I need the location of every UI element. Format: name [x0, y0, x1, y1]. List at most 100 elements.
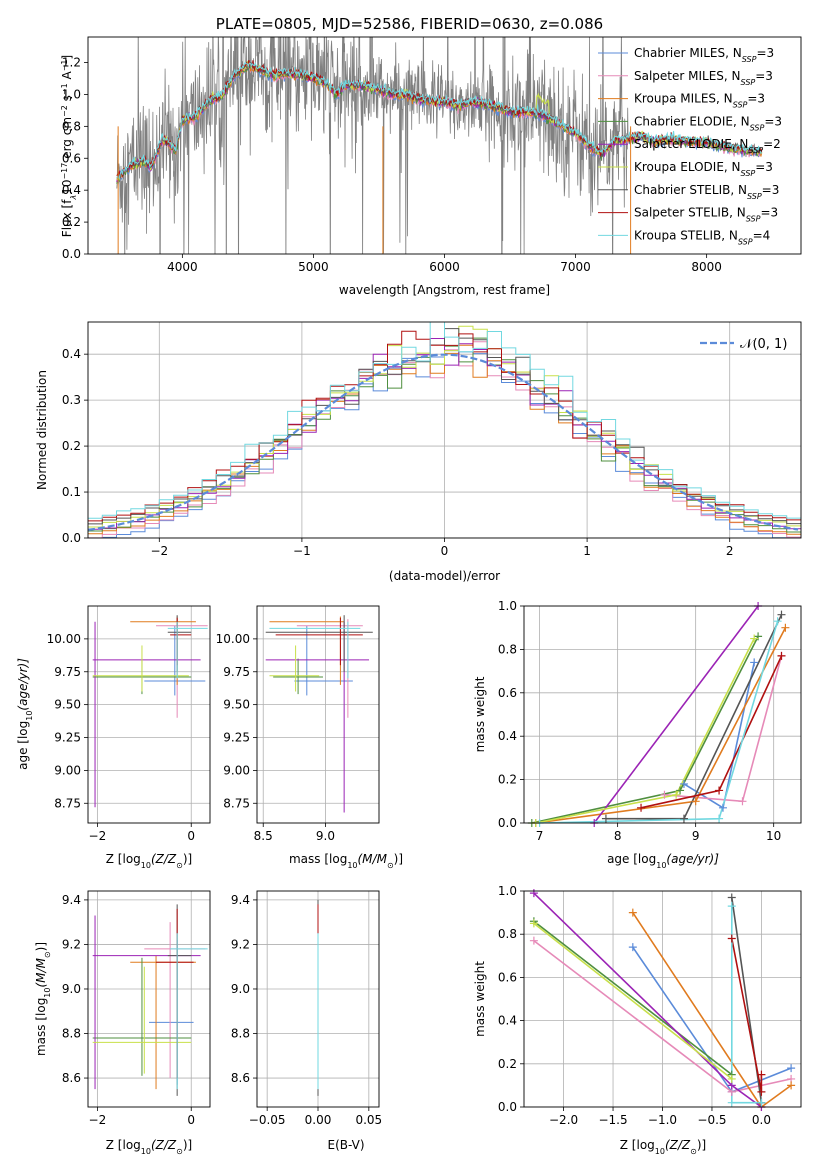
- ebv-x-label: E(B-V): [327, 1138, 364, 1152]
- weight-point-salpeter_stelib: [637, 803, 646, 812]
- y-tick-label: 8.75: [223, 796, 250, 810]
- weight-point-chabrier_miles: [679, 779, 688, 788]
- mass-vs-Z-x-label-part: (Z/Z: [151, 1138, 177, 1152]
- age-vs-mass-x-label-part: )]: [394, 852, 403, 866]
- legend-label-salpeter_elodie-part: =2: [763, 137, 781, 151]
- weight-vs-age-x-label-part: (age/yr)]: [666, 852, 719, 866]
- x-tick-label: 8: [614, 829, 622, 843]
- y-tick-label: 1.2: [62, 56, 81, 70]
- y-tick-label: 0.4: [498, 729, 517, 743]
- y-tick-label: 0.0: [498, 816, 517, 830]
- x-tick-label: 0.0: [752, 1113, 771, 1127]
- weight-point-salpeter_miles: [660, 790, 669, 799]
- x-tick-label: −2: [89, 1113, 107, 1127]
- spectrum-y-label-part: −1: [60, 83, 69, 95]
- age-vs-Z-x-label-part: (Z/Z: [151, 852, 177, 866]
- legend-label-kroupa_elodie-part: Kroupa ELODIE, N: [634, 160, 741, 174]
- legend-label-chabrier_elodie: Chabrier ELODIE, NSSP=3: [634, 114, 782, 131]
- weight-vs-Z-frame: [523, 890, 802, 1108]
- x-tick-label: −2.0: [549, 1113, 578, 1127]
- x-tick-label: −2: [89, 829, 107, 843]
- x-tick-label: 10: [766, 829, 781, 843]
- age-vs-Z-x-label-part: ⊙: [176, 861, 183, 870]
- x-tick-label: 4000: [167, 260, 198, 274]
- legend-label-kroupa_stelib: Kroupa STELIB, NSSP=4: [634, 228, 770, 246]
- weight-point-chabrier_miles: [718, 803, 727, 812]
- legend-label-chabrier_miles-part: =3: [756, 46, 774, 60]
- residual-histogram-kroupa_stelib: [88, 322, 801, 519]
- x-tick-label: −0.5: [697, 1113, 726, 1127]
- y-tick-label: 9.25: [223, 731, 250, 745]
- gaussian-legend-label: 𝒩(0, 1): [740, 337, 787, 352]
- weight-point-kroupa_stelib: [715, 814, 724, 823]
- mass-vs-Z-x-label-part: 10: [141, 1147, 151, 1156]
- legend-label-chabrier_miles-part: SSP: [742, 55, 757, 64]
- weight-vs-Z-x-label-part: (Z/Z: [665, 1138, 691, 1152]
- mass-vs-Z-x-label-part: Z [log: [106, 1138, 141, 1152]
- y-tick-label: 8.8: [62, 1027, 81, 1041]
- y-tick-label: 9.75: [223, 665, 250, 679]
- spectrum-y-label-part: ]: [60, 55, 74, 60]
- y-tick-label: 0.2: [498, 773, 517, 787]
- y-tick-label: 0.2: [62, 215, 81, 229]
- weight-vs-Z-x-label-part: 10: [655, 1147, 665, 1156]
- legend-label-salpeter_elodie-part: Salpeter ELODIE, N: [634, 137, 748, 151]
- age-vs-mass-frame: [256, 605, 380, 824]
- weight-vs-Z-x-label: Z [log10(Z/Z⊙)]: [620, 1138, 706, 1156]
- x-tick-label: −1: [293, 544, 311, 558]
- legend-label-kroupa_miles-part: =3: [747, 92, 765, 106]
- age-vs-Z-y-label-part: (age/yr)]: [16, 658, 30, 711]
- weight-point-kroupa_miles: [691, 797, 700, 806]
- weight-point-chabrier_elodie: [676, 786, 685, 795]
- x-tick-label: 9.0: [316, 829, 335, 843]
- age-vs-mass-x-label-part: 10: [347, 861, 357, 870]
- x-tick-label: 0: [441, 544, 449, 558]
- y-tick-label: 9.2: [231, 937, 250, 951]
- weight-line-salpeter_elodie: [593, 606, 759, 823]
- y-tick-label: 0.8: [498, 642, 517, 656]
- weight-line-kroupa_elodie: [533, 922, 733, 1080]
- age-vs-Z-plot-area: [88, 606, 210, 823]
- legend-label-salpeter_stelib-part: Salpeter STELIB, N: [634, 206, 746, 220]
- x-tick-label: 1: [583, 544, 591, 558]
- age-vs-Z-x-label-part: )]: [183, 852, 192, 866]
- weight-point-kroupa_stelib: [727, 1098, 736, 1107]
- y-tick-label: 0.2: [62, 439, 81, 453]
- y-tick-label: 1.0: [62, 87, 81, 101]
- weight-line-kroupa_miles: [632, 912, 792, 1107]
- residuals-frame: [87, 321, 802, 539]
- age-vs-Z-x-label: Z [log10(Z/Z⊙)]: [106, 852, 192, 870]
- legend-label-kroupa_stelib-part: SSP: [738, 237, 753, 246]
- x-tick-label: 9: [692, 829, 700, 843]
- y-tick-label: 0.0: [62, 247, 81, 261]
- mass-vs-Z-x-label-part: )]: [183, 1138, 192, 1152]
- age-vs-mass-axes: 8.5 9.0 8.75 9.00 9.25 9.50 9.75 10.00: [216, 605, 380, 843]
- weight-point-chabrier_stelib: [777, 610, 786, 619]
- weight-point-chabrier_miles: [787, 1064, 796, 1073]
- x-tick-label: 0.05: [355, 1113, 382, 1127]
- weight-vs-age-x-label-part: 10: [656, 861, 666, 870]
- spectrum-y-label-part: −1: [60, 59, 69, 71]
- mass-vs-EBV-axes: −0.05 0.00 0.05 8.6 8.8 9.0 9.2 9.4: [231, 890, 382, 1127]
- weight-point-chabrier_stelib: [601, 814, 610, 823]
- x-tick-label: 7000: [560, 260, 591, 274]
- mass-vs-Z-y-label-part: (M/M: [34, 957, 48, 987]
- x-tick-label: −1.5: [598, 1113, 627, 1127]
- weight-point-chabrier_elodie: [754, 632, 763, 641]
- legend-label-kroupa_elodie-part: SSP: [741, 169, 756, 178]
- weight-point-kroupa_elodie: [529, 919, 538, 928]
- weight-vs-age-x-label-part: age [log: [607, 852, 656, 866]
- y-tick-label: 0.4: [62, 183, 81, 197]
- y-tick-label: 9.50: [54, 698, 81, 712]
- legend-label-chabrier_miles: Chabrier MILES, NSSP=3: [634, 46, 774, 64]
- weight-vs-age-plot-area: [524, 606, 801, 823]
- residual-x-label: (data-model)/error: [389, 569, 500, 583]
- weight-point-kroupa_miles: [628, 908, 637, 917]
- spectrum-y-label-part: Flux [f: [60, 199, 74, 237]
- age-vs-mass-x-label-part: (M/M: [358, 852, 388, 866]
- age-vs-Z-y-label-part: 10: [25, 711, 34, 721]
- weight-point-salpeter_stelib: [757, 1087, 766, 1096]
- x-tick-label: −1.0: [648, 1113, 677, 1127]
- x-tick-label: −2: [150, 544, 168, 558]
